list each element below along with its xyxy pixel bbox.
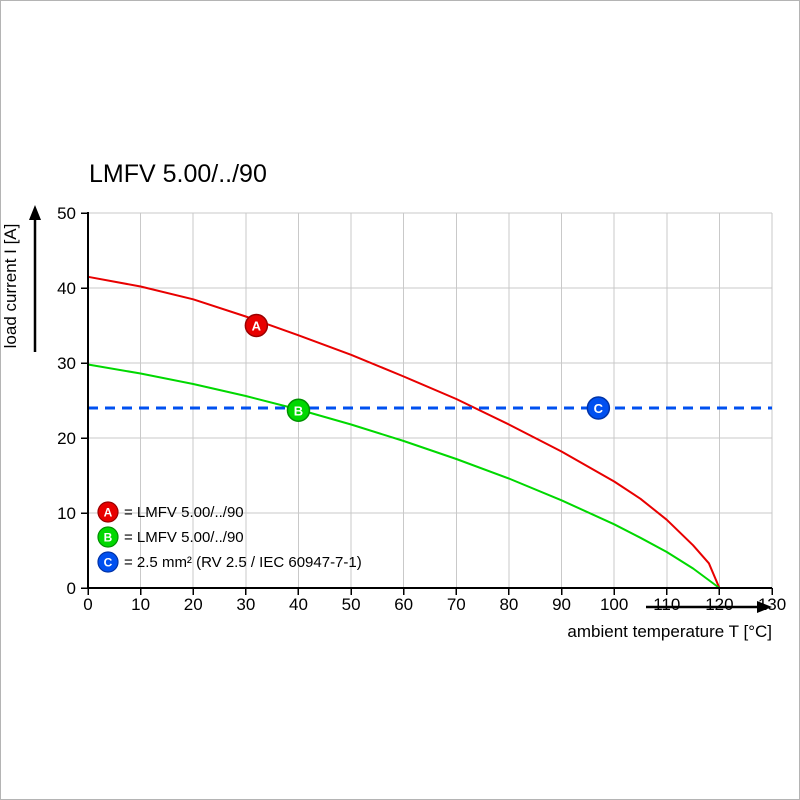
chart-title: LMFV 5.00/../90: [89, 160, 267, 188]
marker-A-letter: A: [252, 319, 262, 334]
marker-A-circle: [244, 313, 269, 338]
x-axis-label: ambient temperature T [°C]: [567, 622, 772, 641]
x-axis-arrow-head: [757, 601, 772, 613]
y-tick-label: 10: [57, 504, 76, 523]
x-axis-arrow: [646, 601, 772, 613]
x-tick-label: 120: [705, 595, 733, 614]
y-tick-label: 0: [67, 579, 76, 598]
y-tick-label: 40: [57, 279, 76, 298]
marker-B-circle: [286, 398, 311, 422]
legend-row-B: B = LMFV 5.00/../90: [97, 526, 244, 548]
y-tick-label: 20: [57, 429, 76, 448]
legend-text-C: = 2.5 mm² (RV 2.5 / IEC 60947-7-1): [124, 554, 362, 571]
x-tick-label: 70: [447, 595, 466, 614]
x-tick-label: 50: [342, 595, 361, 614]
legend-text-B: = LMFV 5.00/../90: [124, 529, 244, 546]
x-tick-label: 30: [236, 595, 255, 614]
legend: A = LMFV 5.00/../90 B = LMFV 5.00/../90 C = 2…: [97, 501, 362, 573]
curve-A: [87, 275, 721, 589]
y-tick-label: 50: [57, 204, 76, 223]
legend-key-C: [97, 551, 119, 573]
legend-key-letter-A: A: [104, 506, 113, 520]
curve-B: [87, 363, 720, 589]
x-tick-label: 90: [552, 595, 571, 614]
x-tick-label: 20: [184, 595, 203, 614]
marker-C-circle: [586, 396, 611, 420]
legend-key-letter-C: C: [104, 556, 113, 570]
marker-A: A: [244, 313, 269, 338]
plot-area: 0 10 20 30 40 50 60 70 80 90 100 110 120 130010203040…: [29, 204, 786, 614]
x-tick-label: 40: [289, 595, 308, 614]
legend-key-letter-B: B: [104, 531, 113, 545]
y-axis-arrow: [29, 205, 41, 352]
legend-text-A: = LMFV 5.00/../90: [124, 504, 244, 521]
marker-C: C: [586, 396, 611, 420]
legend-key-B: [97, 526, 119, 548]
x-tick-label: 110: [653, 595, 680, 614]
y-axis-arrow-head: [29, 205, 41, 220]
x-tick-label: 10: [131, 595, 150, 614]
legend-key-A: [97, 501, 119, 523]
x-tick-label: 80: [499, 595, 518, 614]
x-tick-label: 0: [83, 595, 92, 614]
marker-B: B: [286, 398, 311, 422]
marker-C-letter: C: [594, 401, 604, 416]
x-tick-label: 100: [600, 595, 628, 614]
legend-row-C: C = 2.5 mm² (RV 2.5 / IEC 60947-7-1): [97, 551, 362, 573]
y-axis-label: load current I [A]: [1, 224, 20, 349]
legend-row-A: A = LMFV 5.00/../90: [97, 501, 244, 523]
y-tick-label: 30: [57, 354, 76, 373]
x-tick-label: 60: [394, 595, 413, 614]
marker-B-letter: B: [294, 403, 303, 418]
